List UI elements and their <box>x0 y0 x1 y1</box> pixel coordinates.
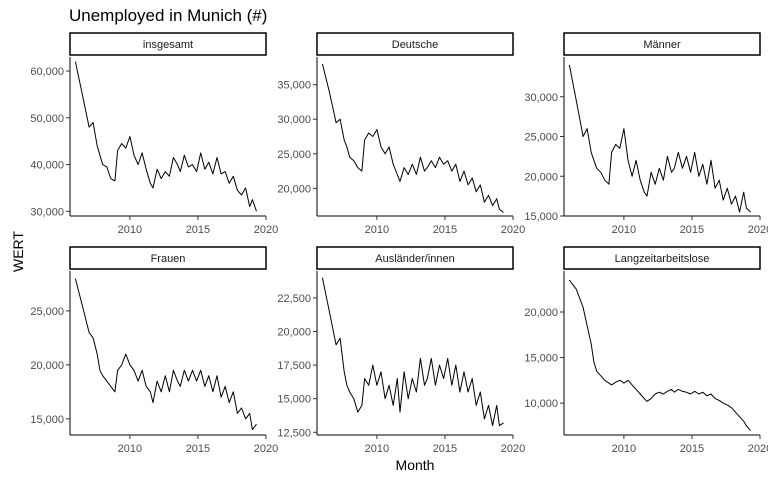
chart-title: Unemployed in Munich (#) <box>69 6 268 25</box>
y-tick-label: 10,000 <box>524 398 558 410</box>
y-tick-label: 15,000 <box>30 414 64 426</box>
y-tick-label: 35,000 <box>277 80 311 92</box>
y-tick-label: 15,000 <box>524 353 558 365</box>
facet-strip-insgesamt <box>69 32 267 56</box>
series-line-männer <box>568 64 751 213</box>
series-line-langzeitarbeitslose <box>569 279 751 431</box>
y-tick-label: 12,500 <box>277 427 311 439</box>
x-tick-label: 2010 <box>365 224 389 236</box>
x-tick-label: 2015 <box>680 443 704 455</box>
x-tick-label: 2010 <box>118 443 142 455</box>
y-tick-label: 60,000 <box>30 66 64 78</box>
x-tick-label: 2010 <box>365 443 389 455</box>
y-tick-label: 25,000 <box>524 132 558 144</box>
facet-strip-label-deutsche: Deutsche <box>392 39 438 51</box>
x-tick-label: 2010 <box>118 224 142 236</box>
y-tick-label: 50,000 <box>30 113 64 125</box>
x-tick-label: 2010 <box>612 443 636 455</box>
y-tick-label: 30,000 <box>524 92 558 104</box>
facet-strip-label-männer: Männer <box>643 39 681 51</box>
y-tick-label: 20,000 <box>524 307 558 319</box>
y-tick-label: 30,000 <box>277 114 311 126</box>
facet-strip-ausländer-innen <box>316 246 514 270</box>
facet-strip-label-ausländer-innen: Ausländer/innen <box>375 253 455 265</box>
facet-strip-label-insgesamt: insgesamt <box>143 39 193 51</box>
facet-strip-label-langzeitarbeitslose: Langzeitarbeitslose <box>615 253 710 265</box>
series-line-deutsche <box>321 63 504 213</box>
x-tick-label: 2015 <box>433 224 457 236</box>
y-tick-label: 20,000 <box>30 360 64 372</box>
x-tick-label: 2015 <box>186 443 210 455</box>
x-tick-label: 2015 <box>680 224 704 236</box>
x-axis-label: Month <box>395 457 435 473</box>
series-line-frauen <box>74 278 257 431</box>
y-tick-label: 25,000 <box>30 306 64 318</box>
facet-strip-deutsche <box>316 32 514 56</box>
x-tick-label: 2020 <box>748 224 768 236</box>
y-tick-label: 25,000 <box>277 149 311 161</box>
facet-strip-frauen <box>69 246 267 270</box>
y-tick-label: 17,500 <box>277 360 311 372</box>
x-tick-label: 2015 <box>433 443 457 455</box>
x-tick-label: 2015 <box>186 224 210 236</box>
y-tick-label: 40,000 <box>30 160 64 172</box>
x-tick-label: 2020 <box>501 224 525 236</box>
series-line-insgesamt <box>74 61 257 212</box>
series-line-ausländer-innen <box>321 277 504 427</box>
y-tick-label: 30,000 <box>30 206 64 218</box>
x-tick-label: 2020 <box>254 443 278 455</box>
y-tick-label: 15,000 <box>524 211 558 223</box>
y-tick-label: 15,000 <box>277 394 311 406</box>
x-tick-label: 2020 <box>254 224 278 236</box>
y-tick-label: 20,000 <box>277 326 311 338</box>
facet-strip-männer <box>563 32 761 56</box>
facet-strip-langzeitarbeitslose <box>563 246 761 270</box>
y-tick-label: 22,500 <box>277 293 311 305</box>
y-tick-label: 20,000 <box>524 171 558 183</box>
facet-strip-label-frauen: Frauen <box>151 253 186 265</box>
x-tick-label: 2010 <box>612 224 636 236</box>
y-tick-label: 20,000 <box>277 183 311 195</box>
x-tick-label: 2020 <box>748 443 768 455</box>
x-tick-label: 2020 <box>501 443 525 455</box>
